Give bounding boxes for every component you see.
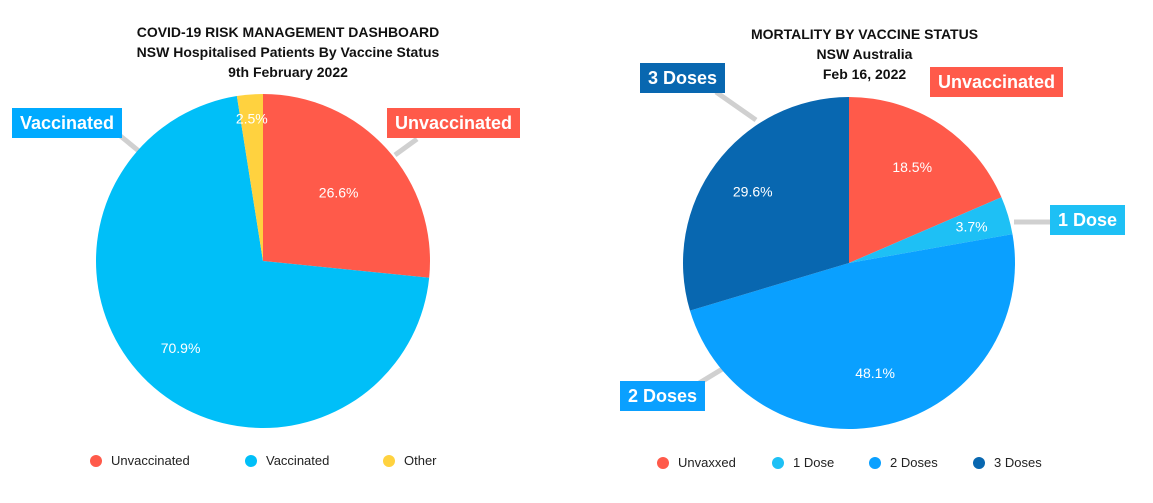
chart-legend: Unvaxxed 1 Dose 2 Doses 3 Doses <box>657 455 1042 470</box>
pie-slice-other[interactable] <box>236 94 263 261</box>
legend-label: 2 Doses <box>890 455 938 470</box>
legend-marker <box>245 454 257 467</box>
legend-item-unvaxxed[interactable]: Unvaxxed <box>657 455 772 470</box>
legend-item-vaccinated[interactable]: Vaccinated <box>245 453 383 468</box>
callout-connector <box>393 136 419 158</box>
slice-data-label: 29.6% <box>733 183 773 199</box>
pie-slice-three-doses[interactable] <box>683 97 849 311</box>
legend-marker <box>90 454 102 467</box>
pie-slice-two-doses[interactable] <box>689 234 1015 429</box>
mortality-chart-panel: MORTALITY BY VACCINE STATUS NSW Australi… <box>576 0 1153 503</box>
chart-subtitle: NSW Australia <box>816 46 913 62</box>
chart-date: Feb 16, 2022 <box>822 66 907 82</box>
one-dose-callout: 1 Dose <box>1050 205 1126 235</box>
mortality-pie-chart: 18.5% 3.7% 48.1% 29.6% <box>683 80 1052 429</box>
legend-item-unvaccinated[interactable]: Unvaccinated <box>90 453 245 468</box>
hospitalised-pie-chart: 26.6% 70.9% 2.5% <box>96 94 430 429</box>
legend-label: 3 Doses <box>994 455 1042 470</box>
legend-marker <box>869 456 881 469</box>
slice-data-label: 2.5% <box>236 110 268 126</box>
legend-item-two-doses[interactable]: 2 Doses <box>869 455 973 470</box>
slice-data-label: 18.5% <box>892 159 932 175</box>
chart-subtitle: NSW Hospitalised Patients By Vaccine Sta… <box>136 44 440 60</box>
pie-slice-vaccinated[interactable] <box>96 96 430 429</box>
pie-slice-unvaccinated[interactable] <box>263 94 430 278</box>
unvaccinated-callout: Unvaccinated <box>387 108 521 138</box>
chart-date: 9th February 2022 <box>228 64 348 80</box>
legend-item-three-doses[interactable]: 3 Doses <box>973 455 1042 470</box>
hospitalised-chart-panel: COVID-19 RISK MANAGEMENT DASHBOARD NSW H… <box>0 0 576 503</box>
legend-label: 1 Dose <box>793 455 835 470</box>
legend-item-one-dose[interactable]: 1 Dose <box>772 455 869 470</box>
three-doses-callout: 3 Doses <box>640 63 726 93</box>
legend-item-other[interactable]: Other <box>383 453 437 468</box>
legend-label: Other <box>404 453 437 468</box>
chart-title: COVID-19 RISK MANAGEMENT DASHBOARD <box>136 24 440 40</box>
legend-label: Unvaccinated <box>111 453 190 468</box>
legend-marker <box>383 454 395 467</box>
pie-slice-one-dose[interactable] <box>849 197 1013 263</box>
callout-connector <box>714 89 758 123</box>
legend-marker <box>657 456 669 469</box>
legend-label: Vaccinated <box>266 453 330 468</box>
slice-data-label: 70.9% <box>161 340 201 356</box>
legend-marker <box>772 456 784 469</box>
legend-label: Unvaxxed <box>678 455 736 470</box>
slice-data-label: 3.7% <box>956 218 988 234</box>
slice-data-label: 26.6% <box>319 185 359 201</box>
chart-title: MORTALITY BY VACCINE STATUS <box>750 26 979 42</box>
unvaccinated-callout: Unvaccinated <box>930 67 1064 97</box>
legend-marker <box>973 456 985 469</box>
pie-slice-unvaxxed[interactable] <box>849 97 1002 263</box>
vaccinated-callout: Vaccinated <box>12 108 123 138</box>
chart-legend: Unvaccinated Vaccinated Other <box>90 453 437 468</box>
slice-data-label: 48.1% <box>855 365 895 381</box>
two-doses-callout: 2 Doses <box>620 381 706 411</box>
